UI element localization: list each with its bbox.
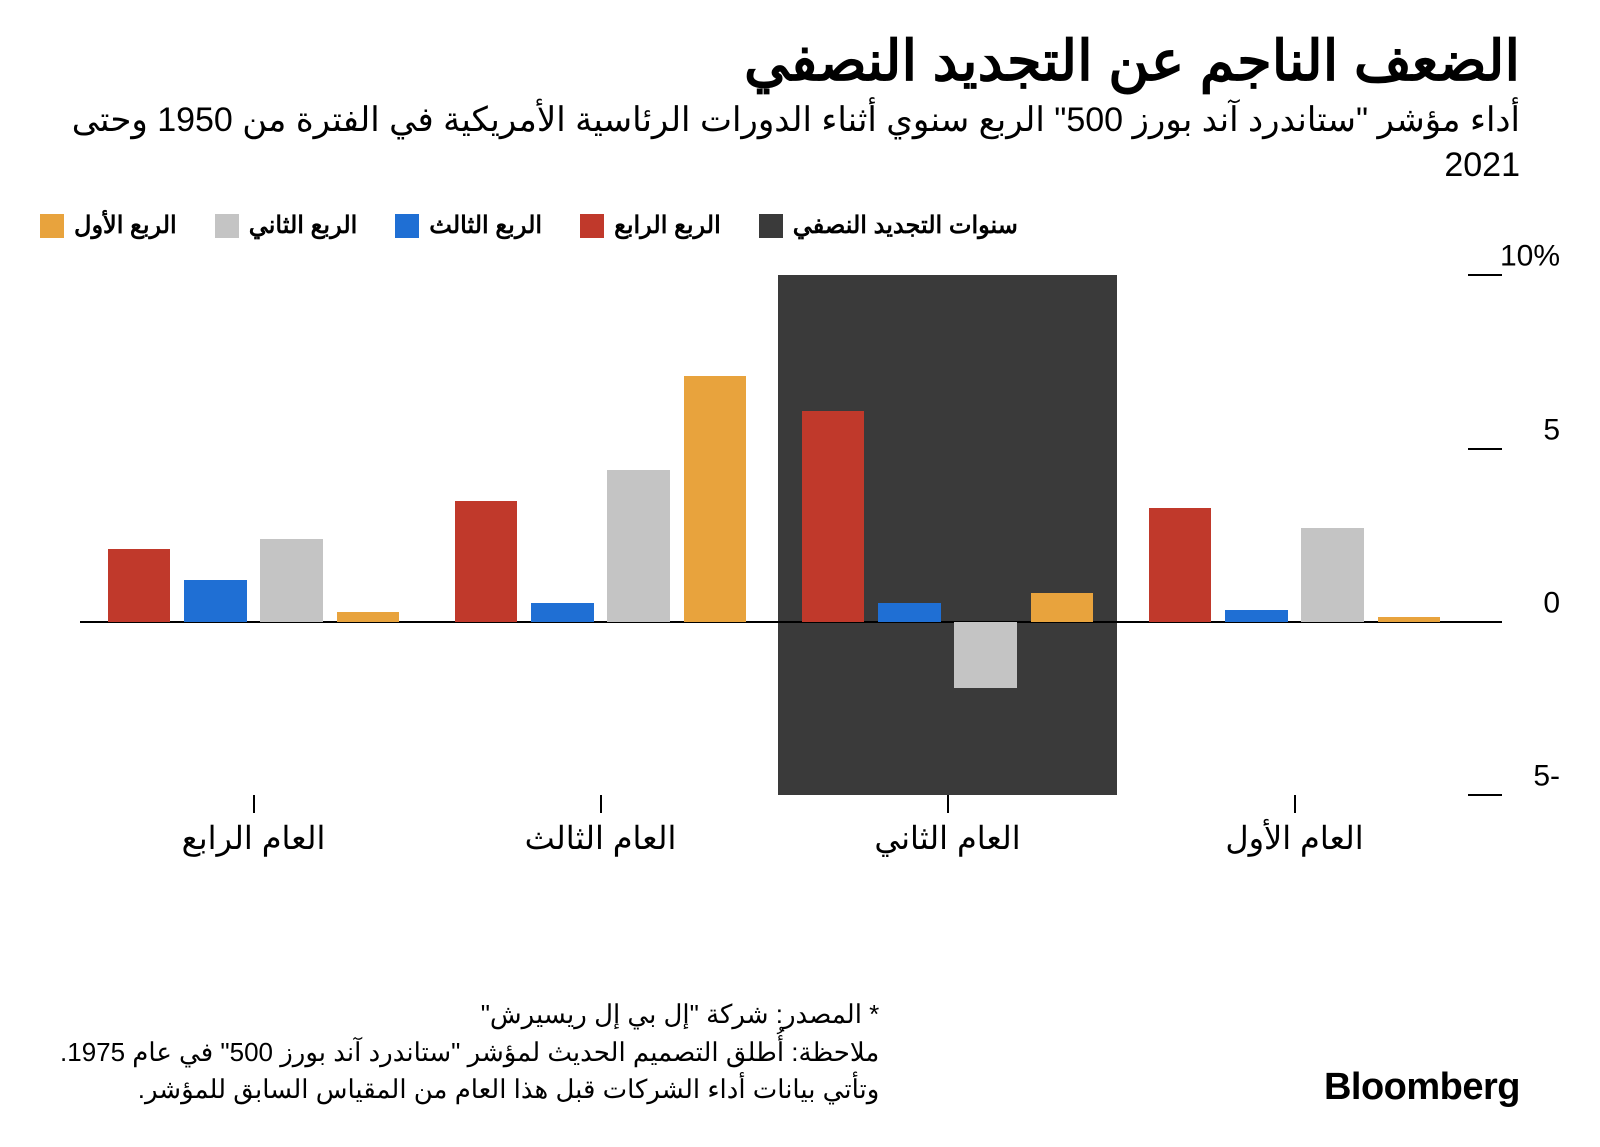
legend-swatch	[395, 214, 419, 238]
y-tick-label: -5	[1478, 760, 1560, 794]
bar	[1301, 528, 1363, 622]
bar	[455, 501, 517, 622]
y-tick	[1468, 274, 1502, 276]
legend-swatch	[40, 214, 64, 238]
legend-item: الربع الثاني	[215, 211, 358, 240]
bar	[954, 622, 1016, 688]
legend-label: الربع الأول	[74, 211, 177, 240]
category-label: العام الرابع	[124, 819, 384, 857]
y-tick	[1468, 448, 1502, 450]
chart-area: 10%50-5 العام الأولالعام الثانيالعام الث…	[40, 275, 1560, 835]
category-tick	[1294, 795, 1296, 813]
legend-label: الربع الرابع	[614, 211, 721, 240]
y-tick	[1468, 621, 1502, 623]
bar	[1149, 508, 1211, 622]
legend-item: سنوات التجديد النصفي	[759, 211, 1018, 240]
footer-note-1: ملاحظة: أُطلق التصميم الحديث لمؤشر "ستان…	[60, 1034, 879, 1072]
bar-group	[1121, 275, 1468, 795]
bar	[1031, 593, 1093, 622]
bar	[337, 612, 399, 622]
bar	[260, 539, 322, 622]
y-tick	[1468, 794, 1502, 796]
legend-label: سنوات التجديد النصفي	[793, 211, 1018, 240]
brand-logo: Bloomberg	[1324, 1066, 1520, 1109]
chart-footer: Bloomberg * المصدر: شركة "إل بي إل ريسير…	[60, 996, 1520, 1109]
footer-note-2: وتأتي بيانات أداء الشركات قبل هذا العام …	[60, 1071, 879, 1109]
bar-group	[774, 275, 1121, 795]
legend-label: الربع الثالث	[429, 211, 542, 240]
plot-area: 10%50-5	[80, 275, 1468, 795]
legend-swatch	[580, 214, 604, 238]
legend-item: الربع الأول	[40, 211, 177, 240]
chart-subtitle: أداء مؤشر "ستاندرد آند بورز 500" الربع س…	[40, 98, 1560, 190]
bar	[1225, 610, 1287, 622]
legend-swatch	[759, 214, 783, 238]
chart-title: الضعف الناجم عن التجديد النصفي	[40, 30, 1560, 92]
bar	[607, 470, 669, 623]
bar	[108, 549, 170, 622]
bar	[878, 603, 940, 622]
category-label: العام الأول	[1165, 819, 1425, 857]
y-tick-label: 0	[1478, 586, 1560, 620]
legend-swatch	[215, 214, 239, 238]
bar	[684, 376, 746, 622]
category-tick	[600, 795, 602, 813]
bar-group	[80, 275, 427, 795]
footer-notes: * المصدر: شركة "إل بي إل ريسيرش" ملاحظة:…	[60, 996, 879, 1109]
legend-item: الربع الثالث	[395, 211, 542, 240]
legend-item: الربع الرابع	[580, 211, 721, 240]
chart-container: الضعف الناجم عن التجديد النصفي أداء مؤشر…	[0, 0, 1600, 1147]
y-tick-label: 10%	[1478, 240, 1560, 274]
bar-group	[427, 275, 774, 795]
category-label: العام الثالث	[471, 819, 731, 857]
bar	[802, 411, 864, 622]
bar	[531, 603, 593, 622]
legend: الربع الأول الربع الثاني الربع الثالث الربع…	[40, 211, 1560, 240]
category-label: العام الثاني	[818, 819, 1078, 857]
bar	[1378, 617, 1440, 622]
category-tick	[947, 795, 949, 813]
category-tick	[253, 795, 255, 813]
y-tick-label: 5	[1478, 413, 1560, 447]
legend-label: الربع الثاني	[249, 211, 358, 240]
bar	[184, 580, 246, 622]
footer-source: * المصدر: شركة "إل بي إل ريسيرش"	[60, 996, 879, 1034]
